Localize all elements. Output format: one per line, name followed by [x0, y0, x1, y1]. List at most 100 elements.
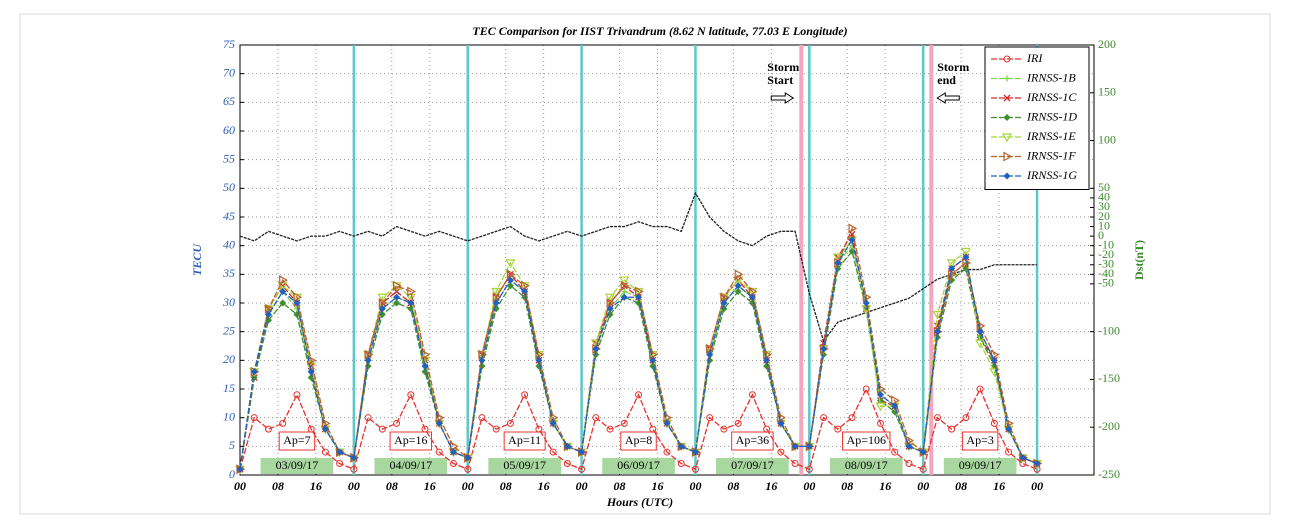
marker	[293, 391, 301, 399]
legend-box	[984, 46, 1090, 190]
marker	[506, 269, 516, 280]
marker	[933, 333, 941, 341]
marker	[592, 414, 600, 422]
chart-title: TEC Comparison for IIST Trivandrum (8.62…	[472, 24, 847, 38]
marker	[877, 391, 884, 399]
legend-label: IRNSS-1F	[1026, 148, 1076, 162]
marker	[933, 328, 941, 336]
marker	[720, 292, 730, 303]
marker	[350, 465, 358, 473]
legend-label: IRI	[1026, 51, 1043, 65]
marker	[976, 320, 986, 331]
storm-label: Storm	[937, 60, 969, 74]
y-tick-label: 60	[223, 123, 235, 137]
marker	[620, 293, 628, 301]
x-tick-label: 16	[652, 479, 664, 493]
marker	[720, 425, 728, 433]
marker	[393, 419, 401, 427]
date-label: 09/09/17	[959, 458, 1002, 472]
marker	[321, 448, 329, 456]
marker	[734, 419, 742, 427]
y2-tick-label: 30	[1098, 199, 1110, 213]
legend-marker	[1003, 55, 1011, 63]
marker	[250, 414, 258, 422]
marker	[1019, 454, 1027, 462]
ap-label: Ap=16	[394, 433, 427, 447]
storm-arrow	[770, 92, 795, 104]
y-tick-label: 0	[229, 467, 235, 481]
y-tick-label: 45	[223, 209, 235, 223]
marker	[791, 442, 799, 450]
marker	[1033, 460, 1041, 468]
marker	[948, 269, 957, 280]
marker	[364, 356, 372, 364]
marker	[364, 414, 372, 422]
y-tick-label: 20	[223, 352, 235, 366]
y2-tick-label: -250	[1098, 467, 1120, 481]
marker	[450, 460, 457, 468]
marker	[1005, 425, 1013, 433]
marker	[649, 349, 658, 360]
marker	[663, 419, 671, 427]
legend-marker	[1004, 75, 1010, 82]
marker	[307, 425, 315, 433]
marker	[264, 303, 274, 314]
marker	[521, 391, 529, 399]
y-tick-label: 55	[223, 151, 235, 165]
date-box	[943, 458, 1017, 474]
y2-tick-label: -40	[1098, 266, 1114, 280]
marker	[875, 402, 886, 412]
marker	[535, 356, 543, 364]
x-tick-label: 16	[310, 479, 322, 493]
marker	[592, 345, 600, 353]
marker	[264, 310, 272, 318]
y-tick-label: 75	[223, 37, 235, 51]
x-tick-label: 00	[576, 479, 588, 493]
y2-tick-label: 20	[1098, 209, 1110, 223]
marker	[421, 425, 429, 433]
marker	[549, 412, 559, 423]
marker	[578, 448, 586, 456]
marker	[521, 288, 529, 296]
marker	[763, 356, 771, 364]
marker	[378, 425, 386, 433]
marker	[578, 465, 586, 473]
legend-label: IRNSS-1C	[1026, 90, 1077, 104]
ap-box	[731, 431, 774, 451]
marker	[606, 297, 616, 309]
y2-tick-label: 200	[1098, 37, 1116, 51]
marker	[663, 412, 673, 423]
date-box	[602, 458, 675, 474]
marker	[293, 292, 303, 303]
marker	[450, 448, 457, 456]
x-tick-label: 00	[234, 479, 246, 493]
x-tick-label: 00	[689, 479, 701, 493]
marker	[848, 236, 856, 244]
marker	[505, 259, 516, 269]
marker	[905, 442, 913, 450]
marker	[321, 418, 331, 429]
x-tick-label: 16	[765, 479, 777, 493]
x-tick-label: 16	[993, 479, 1005, 493]
marker	[421, 362, 429, 370]
marker	[492, 292, 502, 303]
y-tick-label: 10	[223, 409, 235, 423]
marker	[250, 368, 258, 376]
marker	[321, 425, 329, 433]
marker	[763, 349, 772, 360]
date-box	[716, 458, 789, 474]
ap-label: Ap=3	[966, 433, 993, 447]
x-tick-label: 00	[917, 479, 929, 493]
ap-box	[961, 431, 999, 451]
x-axis-label: Hours (UTC)	[606, 495, 673, 509]
marker	[492, 425, 500, 433]
x-tick-label: 08	[955, 479, 967, 493]
marker	[948, 425, 956, 433]
marker	[734, 288, 742, 296]
marker	[464, 454, 472, 462]
legend-label: IRNSS-1B	[1026, 70, 1076, 84]
marker	[834, 425, 842, 433]
marker	[407, 299, 415, 307]
marker	[336, 460, 344, 468]
